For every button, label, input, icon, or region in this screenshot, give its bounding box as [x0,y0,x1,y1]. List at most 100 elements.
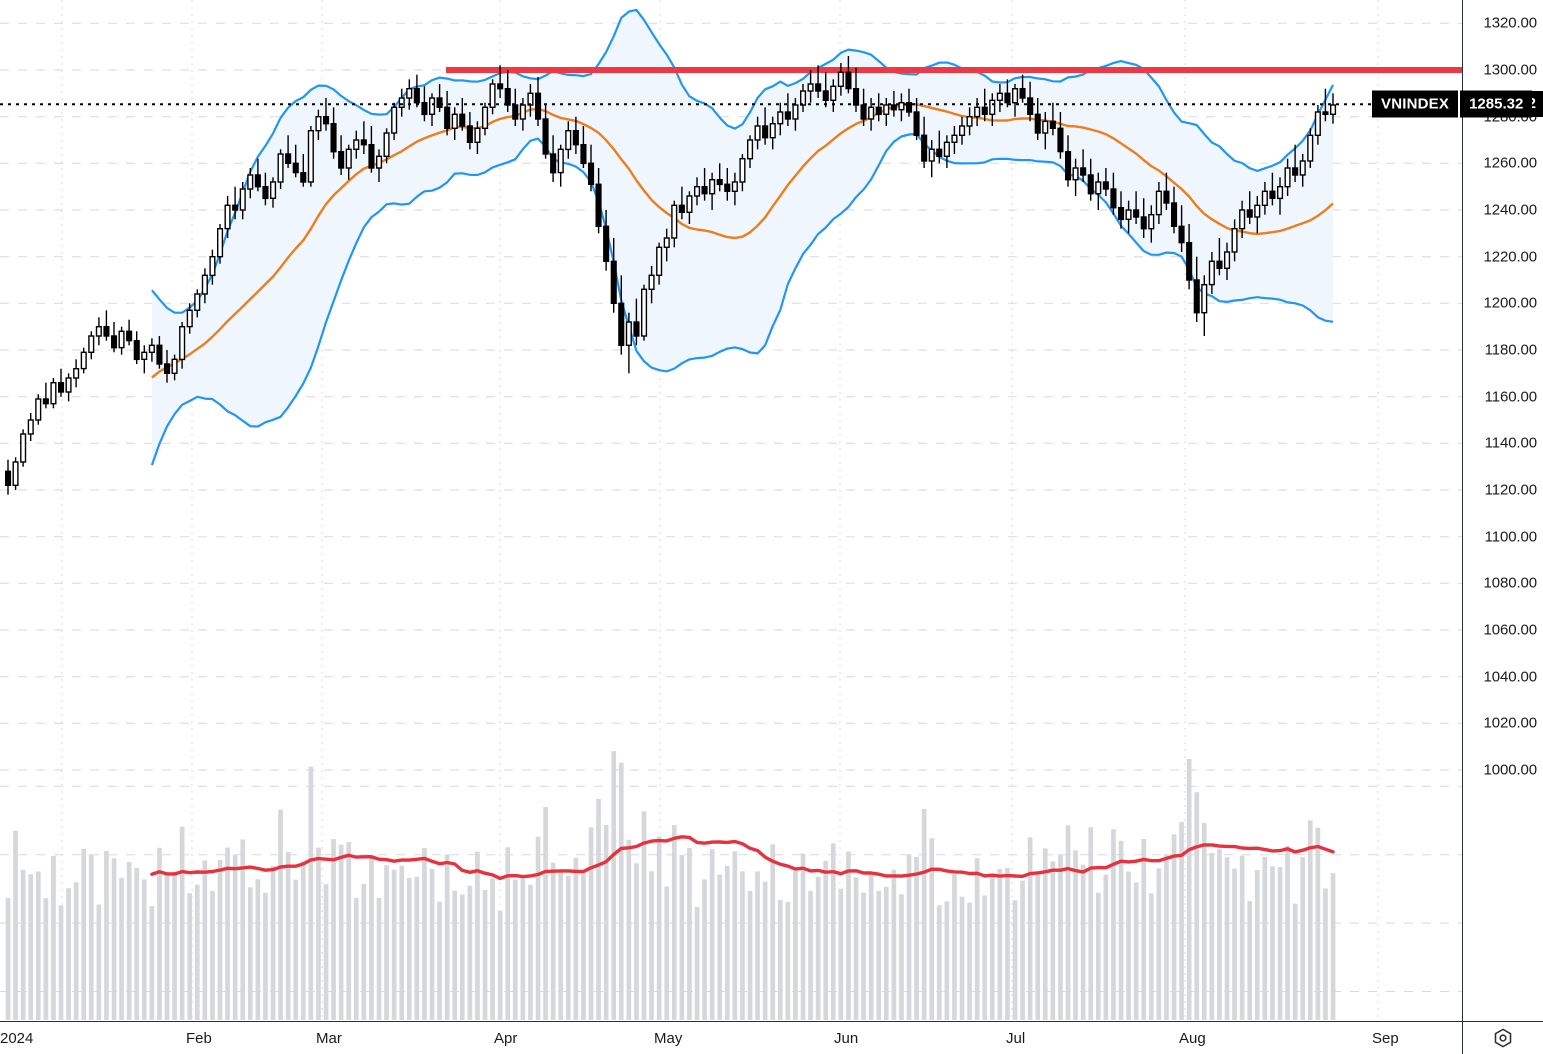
candle [436,97,443,109]
candle [1102,181,1109,190]
symbol-label: VNINDEX [1372,90,1459,118]
candle [133,340,140,361]
time-axis-tick: Mar [316,1030,342,1047]
volume-bar [1270,866,1275,1020]
candle [1239,209,1246,230]
volume-bar [452,890,458,1020]
candle [595,183,602,228]
volume-bar [141,879,147,1020]
candle [542,118,549,155]
volume-bar [520,877,526,1020]
price-axis-tick: 1140.00 [1484,434,1538,452]
volume-bar [717,874,723,1020]
volume-bar [490,878,495,1020]
volume-bar [331,839,336,1020]
candlestick-series [4,56,1337,495]
candle [58,382,65,393]
volume-bar [679,855,685,1020]
volume-bar [823,860,829,1020]
volume-bar [149,906,155,1020]
volume-bar [43,898,49,1020]
volume-bar [263,892,268,1020]
chart-plot-area[interactable] [0,0,1462,1021]
chart-settings-button[interactable] [1463,1022,1543,1054]
volume-bar [20,869,26,1020]
candle [1095,181,1102,195]
candle [201,274,208,295]
candle [898,101,905,111]
volume-bar [316,847,321,1020]
time-axis-tick: Apr [494,1030,518,1047]
volume-bar [164,874,170,1020]
candle [989,99,996,116]
hex-nut-settings-icon [1494,1028,1512,1048]
volume-bar [770,844,776,1020]
candle [156,344,163,365]
candle [489,83,496,108]
volume-bar [687,847,692,1020]
volume-bar [247,887,253,1020]
candle [739,157,746,183]
candle [4,470,12,486]
price-axis-tick: 1080.00 [1483,574,1537,592]
volume-bar [1292,903,1298,1020]
candle [163,363,171,375]
volume-bar [732,851,738,1020]
volume-bar [921,809,927,1020]
candle [353,139,360,151]
volume-bar [1080,864,1086,1020]
time-axis[interactable]: 2024 Feb Mar Apr May Jun Jul Aug Sep [0,1022,1462,1054]
volume-bar [1156,868,1162,1020]
volume-bar [603,825,609,1020]
time-axis-separator [0,1021,1543,1022]
candle [845,71,852,90]
volume-bar [58,905,64,1020]
candle [943,141,950,158]
volume-bar [300,861,306,1020]
volume-bar [179,826,185,1020]
volume-bar [134,867,140,1020]
volume-bar [1020,880,1025,1020]
candle [709,178,716,195]
volume-bar [997,869,1003,1020]
candle [694,185,701,197]
price-axis[interactable]: 1320.001300.001280.001260.001240.001220.… [1463,0,1543,1021]
candle [701,185,708,195]
volume-bar [1103,874,1109,1020]
candle [459,113,466,127]
volume-bar [838,888,844,1020]
chart-canvas[interactable] [0,0,1462,1021]
volume-bar [626,839,632,1020]
candle [716,178,723,186]
volume-bar [1118,840,1124,1020]
volume-bar [1254,870,1260,1020]
candle [292,162,299,174]
price-axis-tick: 1040.00 [1483,668,1537,686]
candle [497,83,504,90]
time-axis-tick: Sep [1372,1030,1399,1047]
volume-bar [1111,829,1116,1020]
candle [807,83,814,92]
candle [1269,190,1276,200]
candle [572,129,579,146]
volume-bar [929,838,935,1020]
candle [1170,202,1178,227]
candle [762,125,769,139]
candle [837,71,844,88]
volume-bar [1224,857,1230,1020]
last-price-label: 1285.32 [1458,90,1533,118]
volume-bar [1126,871,1131,1020]
candle [345,148,352,169]
volume-bar [1050,861,1056,1020]
volume-bar [104,850,109,1020]
candle [800,90,807,106]
candle [1012,87,1019,104]
candle [557,148,564,174]
candle [1049,120,1056,130]
candle [641,288,648,337]
candle [936,148,943,158]
candle [1223,251,1231,269]
volume-bar [202,860,208,1020]
candle [754,125,761,141]
volume-bar [952,874,957,1020]
